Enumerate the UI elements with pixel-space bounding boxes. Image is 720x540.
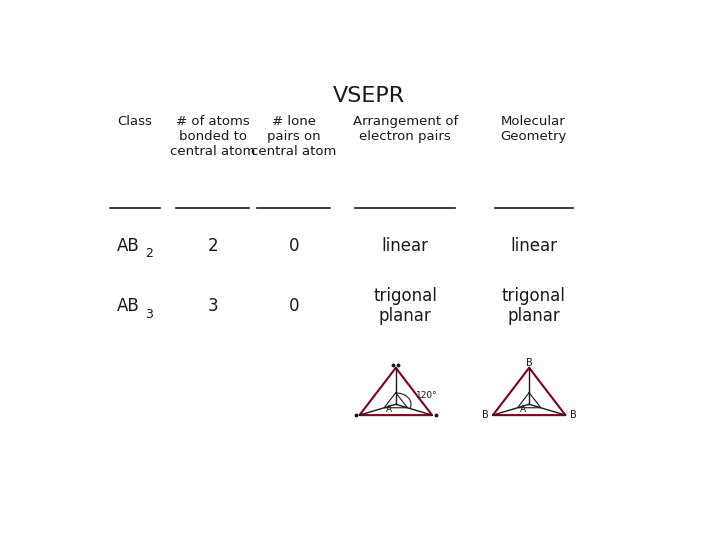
Text: A: A xyxy=(520,404,526,414)
Text: 3: 3 xyxy=(207,297,218,315)
Text: Molecular
Geometry: Molecular Geometry xyxy=(500,114,567,143)
Text: B: B xyxy=(526,358,533,368)
Text: B: B xyxy=(570,409,577,420)
Text: trigonal
planar: trigonal planar xyxy=(374,287,437,326)
Text: 0: 0 xyxy=(289,237,299,255)
Text: # of atoms
bonded to
central atom: # of atoms bonded to central atom xyxy=(170,114,256,158)
Text: 3: 3 xyxy=(145,308,153,321)
Text: VSEPR: VSEPR xyxy=(333,85,405,106)
Text: linear: linear xyxy=(382,237,429,255)
Text: AB: AB xyxy=(117,237,139,255)
Text: 120°: 120° xyxy=(415,391,437,400)
Text: 2: 2 xyxy=(207,237,218,255)
Text: Arrangement of
electron pairs: Arrangement of electron pairs xyxy=(353,114,458,143)
Text: 0: 0 xyxy=(289,297,299,315)
Text: AB: AB xyxy=(117,297,139,315)
Text: trigonal
planar: trigonal planar xyxy=(502,287,565,326)
Text: B: B xyxy=(482,409,488,420)
Text: 2: 2 xyxy=(145,247,153,260)
Text: # lone
pairs on
central atom: # lone pairs on central atom xyxy=(251,114,336,158)
Text: Class: Class xyxy=(117,114,152,127)
Text: A: A xyxy=(386,404,392,414)
Text: linear: linear xyxy=(510,237,557,255)
